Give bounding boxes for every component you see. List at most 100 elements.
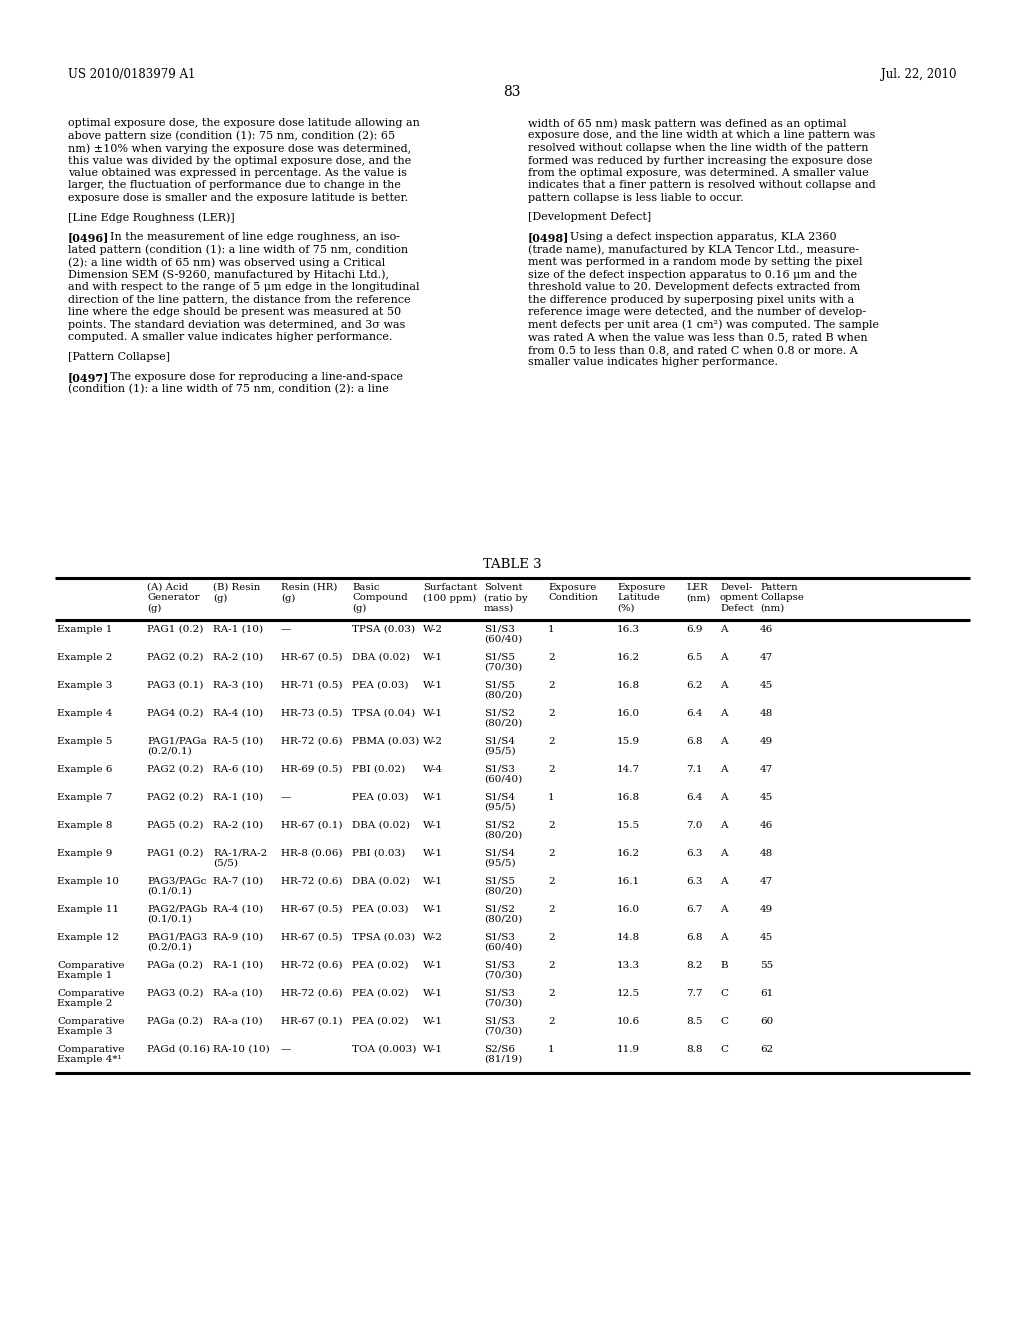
- Text: Using a defect inspection apparatus, KLA 2360: Using a defect inspection apparatus, KLA…: [556, 232, 837, 243]
- Text: HR-69 (0.5): HR-69 (0.5): [281, 766, 342, 774]
- Text: [0496]: [0496]: [68, 232, 110, 243]
- Text: 62: 62: [760, 1045, 773, 1053]
- Text: HR-67 (0.1): HR-67 (0.1): [281, 821, 342, 830]
- Text: S1/S3: S1/S3: [484, 624, 515, 634]
- Text: from the optimal exposure, was determined. A smaller value: from the optimal exposure, was determine…: [528, 168, 868, 178]
- Text: direction of the line pattern, the distance from the reference: direction of the line pattern, the dista…: [68, 294, 411, 305]
- Text: exposure dose is smaller and the exposure latitude is better.: exposure dose is smaller and the exposur…: [68, 193, 409, 203]
- Text: optimal exposure dose, the exposure dose latitude allowing an: optimal exposure dose, the exposure dose…: [68, 117, 420, 128]
- Text: (70/30): (70/30): [484, 663, 522, 672]
- Text: W-1: W-1: [423, 1016, 443, 1026]
- Text: 6.9: 6.9: [686, 624, 702, 634]
- Text: 6.2: 6.2: [686, 681, 702, 690]
- Text: RA-1/RA-2: RA-1/RA-2: [213, 849, 267, 858]
- Text: (95/5): (95/5): [484, 859, 516, 869]
- Text: 46: 46: [760, 624, 773, 634]
- Text: W-4: W-4: [423, 766, 443, 774]
- Text: 61: 61: [760, 989, 773, 998]
- Text: Resin (HR): Resin (HR): [281, 583, 337, 591]
- Text: Comparative: Comparative: [57, 961, 125, 970]
- Text: 1: 1: [548, 1045, 555, 1053]
- Text: PAG2 (0.2): PAG2 (0.2): [147, 793, 204, 803]
- Text: S1/S3: S1/S3: [484, 933, 515, 942]
- Text: (70/30): (70/30): [484, 1027, 522, 1036]
- Text: S1/S3: S1/S3: [484, 766, 515, 774]
- Text: PBMA (0.03): PBMA (0.03): [352, 737, 419, 746]
- Text: 6.3: 6.3: [686, 876, 702, 886]
- Text: PAG3 (0.2): PAG3 (0.2): [147, 989, 204, 998]
- Text: PAG3/PAGc: PAG3/PAGc: [147, 876, 207, 886]
- Text: 10.6: 10.6: [617, 1016, 640, 1026]
- Text: W-1: W-1: [423, 989, 443, 998]
- Text: RA-6 (10): RA-6 (10): [213, 766, 263, 774]
- Text: PAG1/PAGa: PAG1/PAGa: [147, 737, 207, 746]
- Text: resolved without collapse when the line width of the pattern: resolved without collapse when the line …: [528, 143, 868, 153]
- Text: (condition (1): a line width of 75 nm, condition (2): a line: (condition (1): a line width of 75 nm, c…: [68, 384, 389, 395]
- Text: A: A: [720, 933, 727, 942]
- Text: lated pattern (condition (1): a line width of 75 nm, condition: lated pattern (condition (1): a line wid…: [68, 246, 409, 256]
- Text: PBI (0.02): PBI (0.02): [352, 766, 406, 774]
- Text: S1/S3: S1/S3: [484, 989, 515, 998]
- Text: 6.7: 6.7: [686, 906, 702, 913]
- Text: 11.9: 11.9: [617, 1045, 640, 1053]
- Text: W-1: W-1: [423, 961, 443, 970]
- Text: (95/5): (95/5): [484, 803, 516, 812]
- Text: US 2010/0183979 A1: US 2010/0183979 A1: [68, 69, 196, 81]
- Text: A: A: [720, 681, 727, 690]
- Text: pattern collapse is less liable to occur.: pattern collapse is less liable to occur…: [528, 193, 743, 203]
- Text: W-1: W-1: [423, 709, 443, 718]
- Text: TPSA (0.03): TPSA (0.03): [352, 933, 415, 942]
- Text: PAG2/PAGb: PAG2/PAGb: [147, 906, 208, 913]
- Text: PAGa (0.2): PAGa (0.2): [147, 961, 203, 970]
- Text: RA-7 (10): RA-7 (10): [213, 876, 263, 886]
- Text: 6.8: 6.8: [686, 933, 702, 942]
- Text: smaller value indicates higher performance.: smaller value indicates higher performan…: [528, 358, 778, 367]
- Text: —: —: [281, 624, 292, 634]
- Text: 7.1: 7.1: [686, 766, 702, 774]
- Text: above pattern size (condition (1): 75 nm, condition (2): 65: above pattern size (condition (1): 75 nm…: [68, 131, 395, 141]
- Text: formed was reduced by further increasing the exposure dose: formed was reduced by further increasing…: [528, 156, 872, 165]
- Text: HR-71 (0.5): HR-71 (0.5): [281, 681, 342, 690]
- Text: 16.8: 16.8: [617, 681, 640, 690]
- Text: PAG5 (0.2): PAG5 (0.2): [147, 821, 204, 830]
- Text: threshold value to 20. Development defects extracted from: threshold value to 20. Development defec…: [528, 282, 860, 292]
- Text: RA-1 (10): RA-1 (10): [213, 961, 263, 970]
- Text: RA-1 (10): RA-1 (10): [213, 624, 263, 634]
- Text: 2: 2: [548, 1016, 555, 1026]
- Text: (5/5): (5/5): [213, 859, 238, 869]
- Text: Comparative: Comparative: [57, 1016, 125, 1026]
- Text: 2: 2: [548, 989, 555, 998]
- Text: 16.0: 16.0: [617, 709, 640, 718]
- Text: HR-72 (0.6): HR-72 (0.6): [281, 876, 342, 886]
- Text: A: A: [720, 766, 727, 774]
- Text: PAG1 (0.2): PAG1 (0.2): [147, 849, 204, 858]
- Text: points. The standard deviation was determined, and 3σ was: points. The standard deviation was deter…: [68, 319, 406, 330]
- Text: size of the defect inspection apparatus to 0.16 μm and the: size of the defect inspection apparatus …: [528, 269, 857, 280]
- Text: DBA (0.02): DBA (0.02): [352, 876, 410, 886]
- Text: from 0.5 to less than 0.8, and rated C when 0.8 or more. A: from 0.5 to less than 0.8, and rated C w…: [528, 345, 858, 355]
- Text: (80/20): (80/20): [484, 887, 522, 896]
- Text: Compound: Compound: [352, 594, 408, 602]
- Text: reference image were detected, and the number of develop-: reference image were detected, and the n…: [528, 308, 866, 317]
- Text: PAG1/PAG3: PAG1/PAG3: [147, 933, 207, 942]
- Text: 46: 46: [760, 821, 773, 830]
- Text: 16.2: 16.2: [617, 849, 640, 858]
- Text: (nm): (nm): [686, 594, 711, 602]
- Text: RA-3 (10): RA-3 (10): [213, 681, 263, 690]
- Text: RA-5 (10): RA-5 (10): [213, 737, 263, 746]
- Text: Example 7: Example 7: [57, 793, 113, 803]
- Text: PAG1 (0.2): PAG1 (0.2): [147, 624, 204, 634]
- Text: —: —: [281, 1045, 292, 1053]
- Text: (60/40): (60/40): [484, 635, 522, 644]
- Text: 2: 2: [548, 821, 555, 830]
- Text: (81/19): (81/19): [484, 1055, 522, 1064]
- Text: (100 ppm): (100 ppm): [423, 594, 476, 603]
- Text: RA-a (10): RA-a (10): [213, 989, 262, 998]
- Text: 6.3: 6.3: [686, 849, 702, 858]
- Text: Example 3: Example 3: [57, 681, 113, 690]
- Text: 13.3: 13.3: [617, 961, 640, 970]
- Text: (80/20): (80/20): [484, 690, 522, 700]
- Text: RA-9 (10): RA-9 (10): [213, 933, 263, 942]
- Text: Example 5: Example 5: [57, 737, 113, 746]
- Text: 1: 1: [548, 793, 555, 803]
